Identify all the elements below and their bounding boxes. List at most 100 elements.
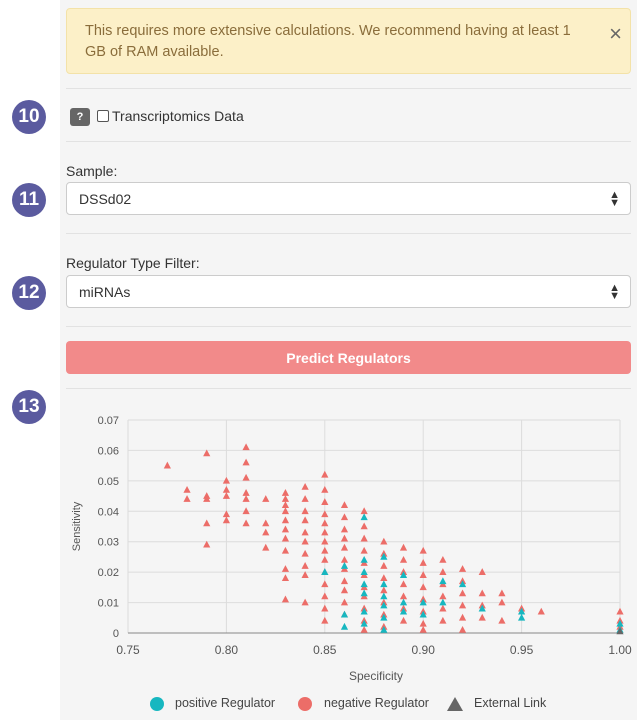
data-point [163,461,171,469]
y-tick-label: 0.02 [98,567,119,579]
legend-negative-label[interactable]: negative Regulator [324,696,429,710]
divider [66,88,631,89]
transcriptomics-checkbox[interactable] [97,110,109,122]
data-point [321,485,329,493]
data-point [380,552,388,560]
data-point [321,519,329,527]
data-point [360,607,368,615]
data-point [262,543,270,551]
y-tick-label: 0.05 [98,476,119,488]
data-point [419,546,427,554]
x-tick-label: 0.95 [510,643,534,657]
data-point [301,482,309,490]
legend-negative-marker[interactable] [296,696,316,712]
data-point [399,598,408,606]
data-point [498,616,506,624]
data-point [262,528,270,536]
y-tick-label: 0.07 [98,415,119,427]
data-point [242,507,250,515]
ram-warning-alert: This requires more extensive calculation… [66,8,631,74]
data-point [616,607,624,615]
data-point [321,510,329,518]
data-point [321,555,329,563]
data-point [458,613,467,621]
legend-positive-label[interactable]: positive Regulator [175,696,276,710]
data-point [262,495,270,502]
regulator-filter-select[interactable]: miRNAs ▲ ▼ [66,275,631,308]
data-point [340,562,349,569]
data-point [360,546,368,554]
data-point [419,625,427,633]
data-point [340,622,349,630]
help-icon[interactable]: ? [70,108,90,126]
data-point [262,519,270,527]
data-point [281,495,290,502]
data-point [360,522,368,530]
legend-external-label[interactable]: External Link [474,696,547,710]
y-axis-label: Sensitivity [71,501,83,551]
data-point [222,516,230,524]
transcriptomics-label[interactable]: Transcriptomics Data [112,108,244,124]
data-point [537,607,545,615]
data-point [340,555,349,563]
regulator-filter-value: miRNAs [79,284,131,300]
data-point [321,580,329,588]
data-point [360,555,368,563]
data-point [281,525,290,533]
x-axis-label: Specificity [349,669,403,683]
data-point [301,562,309,569]
data-point [360,507,368,515]
data-point [360,625,368,633]
select-arrows-icon: ▲ ▼ [609,189,620,209]
data-point [380,580,388,588]
data-point [458,601,467,609]
data-point [380,537,388,545]
data-point [321,604,329,612]
x-tick-label: 0.85 [313,643,337,657]
legend-external-marker[interactable] [446,696,466,712]
data-point [222,485,230,493]
data-point [399,580,408,588]
divider [66,141,631,142]
data-point [399,571,408,578]
data-point [380,625,388,633]
data-point [321,592,329,600]
data-point [242,473,250,481]
data-point [478,568,486,575]
y-tick-label: 0.01 [98,598,119,610]
data-point [281,565,290,572]
data-point [281,501,290,508]
close-icon[interactable]: × [609,21,622,46]
data-point [399,555,408,563]
data-point [301,516,309,524]
sample-label: Sample: [66,163,118,179]
sensitivity-specificity-chart: 0.75 0.80 0.85 0.90 0.95 1.00 0 0.01 0.02 0.03 0.0… [71,415,632,683]
data-point [399,543,408,551]
legend-positive-marker[interactable] [148,696,168,712]
data-point [340,525,349,533]
data-point [183,495,191,502]
data-point [222,492,230,499]
data-point [301,495,309,502]
data-point [242,519,250,527]
select-arrows-icon: ▲ ▼ [609,282,620,302]
data-point [419,619,427,627]
data-point [380,613,388,621]
data-point [439,616,447,624]
sample-select[interactable]: DSSd02 ▲ ▼ [66,182,631,215]
data-point [281,516,290,524]
step-badge-11: 11 [12,183,46,217]
data-point [340,610,349,618]
data-point [498,589,506,597]
data-point [518,613,526,621]
predict-regulators-button[interactable]: Predict Regulators [66,341,631,374]
data-point [301,549,309,557]
step-badge-12: 12 [12,276,46,310]
data-point [439,604,447,612]
data-point [360,580,368,588]
data-point [242,458,250,466]
data-point [419,610,427,618]
data-point [478,604,486,612]
data-point [419,583,427,591]
divider [66,388,631,389]
